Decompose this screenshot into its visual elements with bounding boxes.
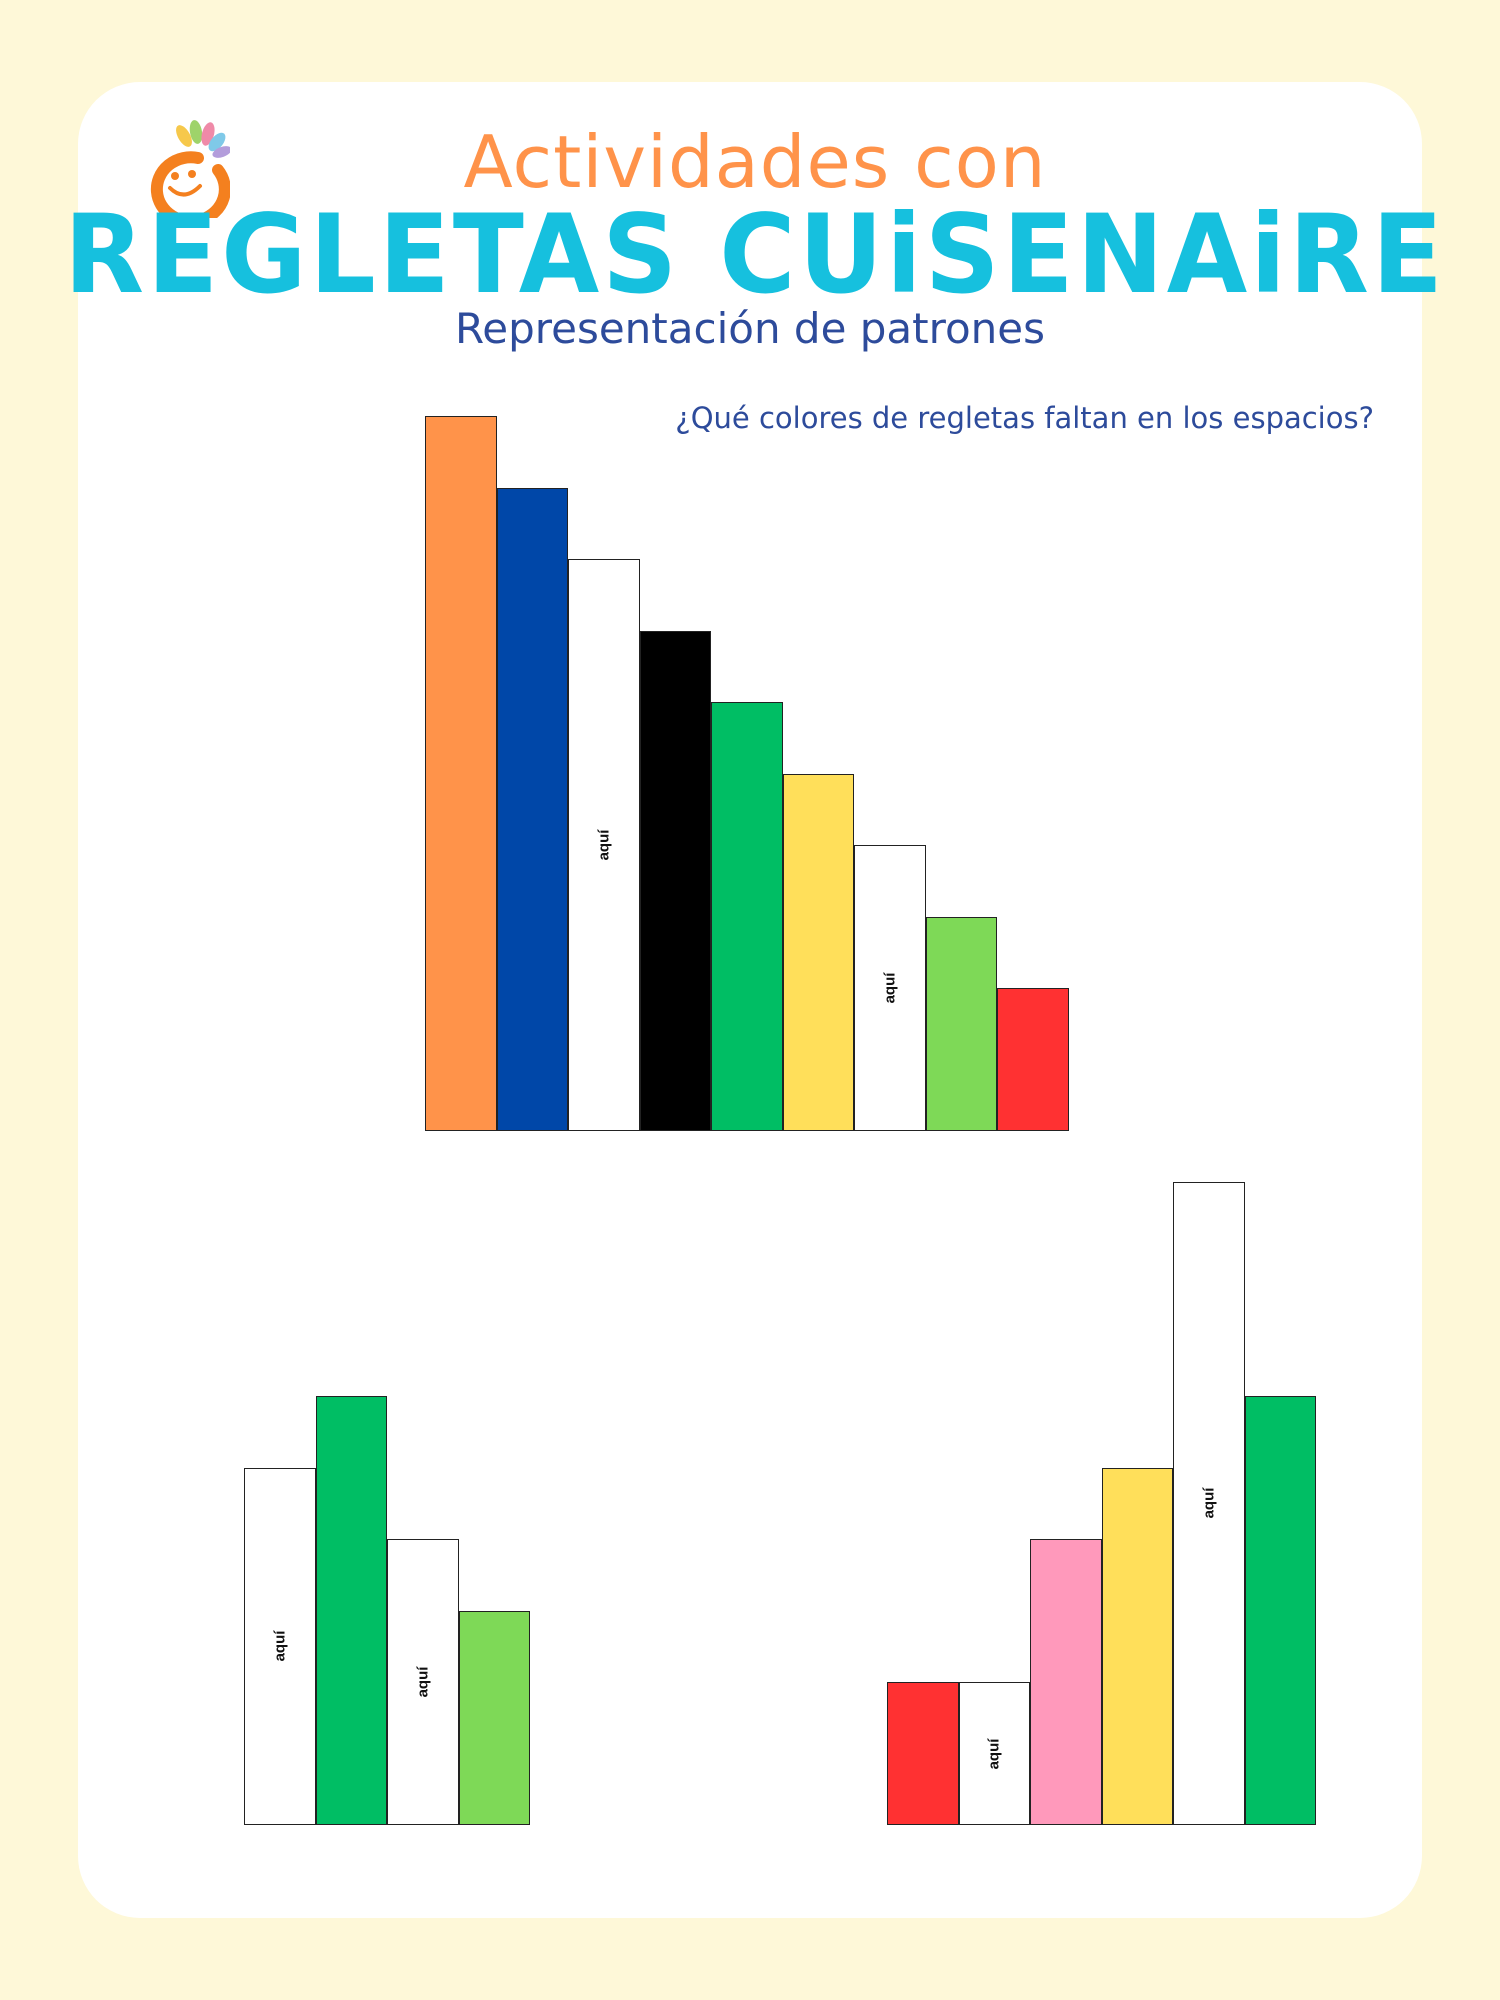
right-pattern-rod-3 [1030, 1539, 1102, 1825]
title-activities: Actividades con [463, 120, 1047, 204]
staircase-rod-4 [639, 630, 711, 1131]
blank-label: aquí [1200, 1487, 1218, 1519]
blank-label: aquí [881, 972, 899, 1004]
subtitle-patterns: Representación de patrones [454, 304, 1046, 353]
right-pattern-rod-2-blank[interactable]: aquí [958, 1682, 1030, 1825]
staircase-rod-6 [782, 773, 854, 1131]
right-pattern-rod-5-blank[interactable]: aquí [1173, 1181, 1245, 1825]
smiling-face-icon [150, 120, 230, 218]
staircase-rod-9 [997, 988, 1069, 1131]
staircase-rod-3-blank[interactable]: aquí [568, 559, 640, 1131]
left-pattern-rod-3-blank[interactable]: aquí [387, 1539, 459, 1825]
blank-label: aquí [985, 1738, 1003, 1769]
blank-label: aquí [271, 1630, 289, 1662]
staircase-rod-7-blank[interactable]: aquí [854, 845, 926, 1131]
title-cuisenaire: REGLETAS CUiSENAiRE [64, 189, 1446, 319]
staircase-rod-1 [425, 416, 497, 1131]
left-pattern-rod-1-blank[interactable]: aquí [244, 1467, 316, 1825]
left-pattern-rod-4 [458, 1610, 530, 1825]
staircase-rod-2 [496, 487, 568, 1131]
right-pattern-rod-4 [1101, 1467, 1173, 1825]
staircase-rod-5 [711, 702, 783, 1131]
right-pattern-rod-1 [887, 1682, 959, 1825]
blank-label: aquí [595, 829, 613, 861]
question-text: ¿Qué colores de regletas faltan en los e… [675, 401, 1374, 435]
blank-label: aquí [414, 1666, 432, 1698]
right-pattern-rod-6 [1244, 1396, 1316, 1825]
staircase-rod-8 [925, 916, 997, 1131]
left-pattern-rod-2 [315, 1396, 387, 1825]
